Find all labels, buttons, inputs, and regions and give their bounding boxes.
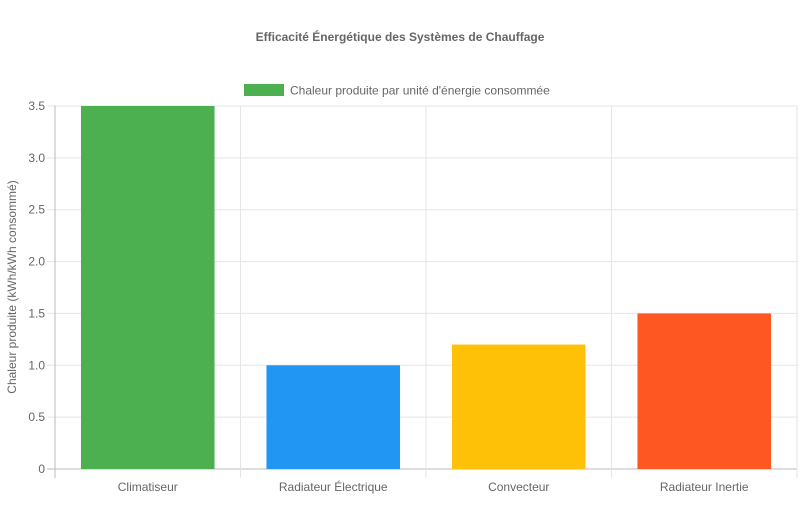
legend[interactable]: Chaleur produite par unité d'énergie con… bbox=[244, 84, 550, 98]
x-tick-label: Radiateur Inertie bbox=[660, 480, 749, 494]
y-tick-label: 1.0 bbox=[28, 358, 45, 372]
y-axis-title: Chaleur produite (kWh/kWh consommé) bbox=[5, 180, 19, 393]
x-tick-label: Climatiseur bbox=[118, 480, 178, 494]
bar-3[interactable] bbox=[451, 344, 586, 469]
y-tick-label: 0 bbox=[38, 462, 45, 476]
legend-swatch bbox=[244, 84, 284, 96]
y-tick-label: 3.0 bbox=[28, 151, 45, 165]
axes: 0 0.5 1.0 1.5 2.0 2.5 3.0 3.5 Climatiseur Radiate… bbox=[28, 99, 749, 494]
bar-4[interactable] bbox=[637, 313, 772, 469]
y-tick-label: 2.5 bbox=[28, 203, 45, 217]
bar-1[interactable] bbox=[80, 106, 215, 469]
y-tick-label: 0.5 bbox=[28, 410, 45, 424]
x-tick-label: Convecteur bbox=[488, 480, 549, 494]
y-tick-label: 3.5 bbox=[28, 99, 45, 113]
chart-title: Efficacité Énergétique des Systèmes de C… bbox=[256, 29, 545, 44]
legend-label: Chaleur produite par unité d'énergie con… bbox=[290, 84, 550, 98]
bar-2[interactable] bbox=[266, 365, 401, 469]
y-tick-label: 1.5 bbox=[28, 306, 45, 320]
x-tick-label: Radiateur Électrique bbox=[279, 479, 388, 494]
bars bbox=[80, 106, 772, 469]
y-tick-label: 2.0 bbox=[28, 255, 45, 269]
